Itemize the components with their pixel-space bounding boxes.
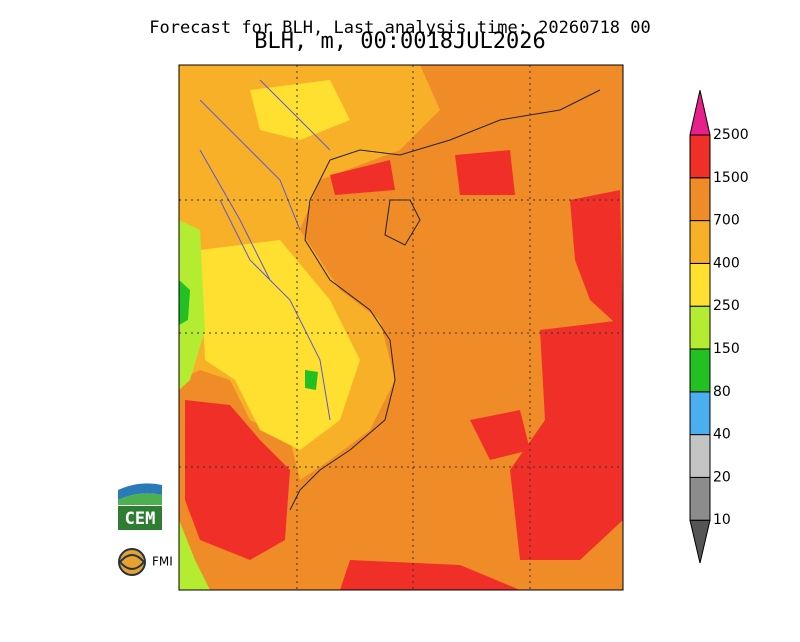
colorbar-label: 400 [713,255,740,271]
subtitle: BLH, m, 00:0018JUL2026 [254,29,545,54]
colorbar-band [689,305,711,350]
colorbar-under [689,519,711,564]
colorbar-label: 20 [713,469,731,485]
colorbar-label: 250 [713,298,740,314]
fmi-label: FMI [152,555,173,569]
colorbar-band [689,434,711,478]
colorbar-label: 2500 [713,127,749,143]
colorbar-label: 1500 [713,170,749,186]
cem-label: CEM [125,509,156,529]
colorbar-band [689,348,711,393]
colorbar: 10 20 40 80 150 250 400 700 1500 2500 [689,90,749,564]
colorbar-band [689,262,711,307]
colorbar-band [689,391,711,436]
colorbar-over [689,90,711,136]
colorbar-label: 150 [713,341,740,357]
colorbar-band [689,177,711,222]
cem-logo: CEM [118,483,162,530]
colorbar-band [689,476,711,521]
colorbar-label: 80 [713,384,731,400]
colorbar-band [689,220,711,264]
map [178,64,624,591]
colorbar-label: 40 [713,427,731,443]
colorbar-label: 10 [713,512,731,528]
colorbar-label: 700 [713,213,740,229]
fmi-logo: FMI [118,548,173,576]
title: Forecast for BLH, Last analysis time: 20… [149,18,651,38]
colorbar-band [689,134,711,179]
